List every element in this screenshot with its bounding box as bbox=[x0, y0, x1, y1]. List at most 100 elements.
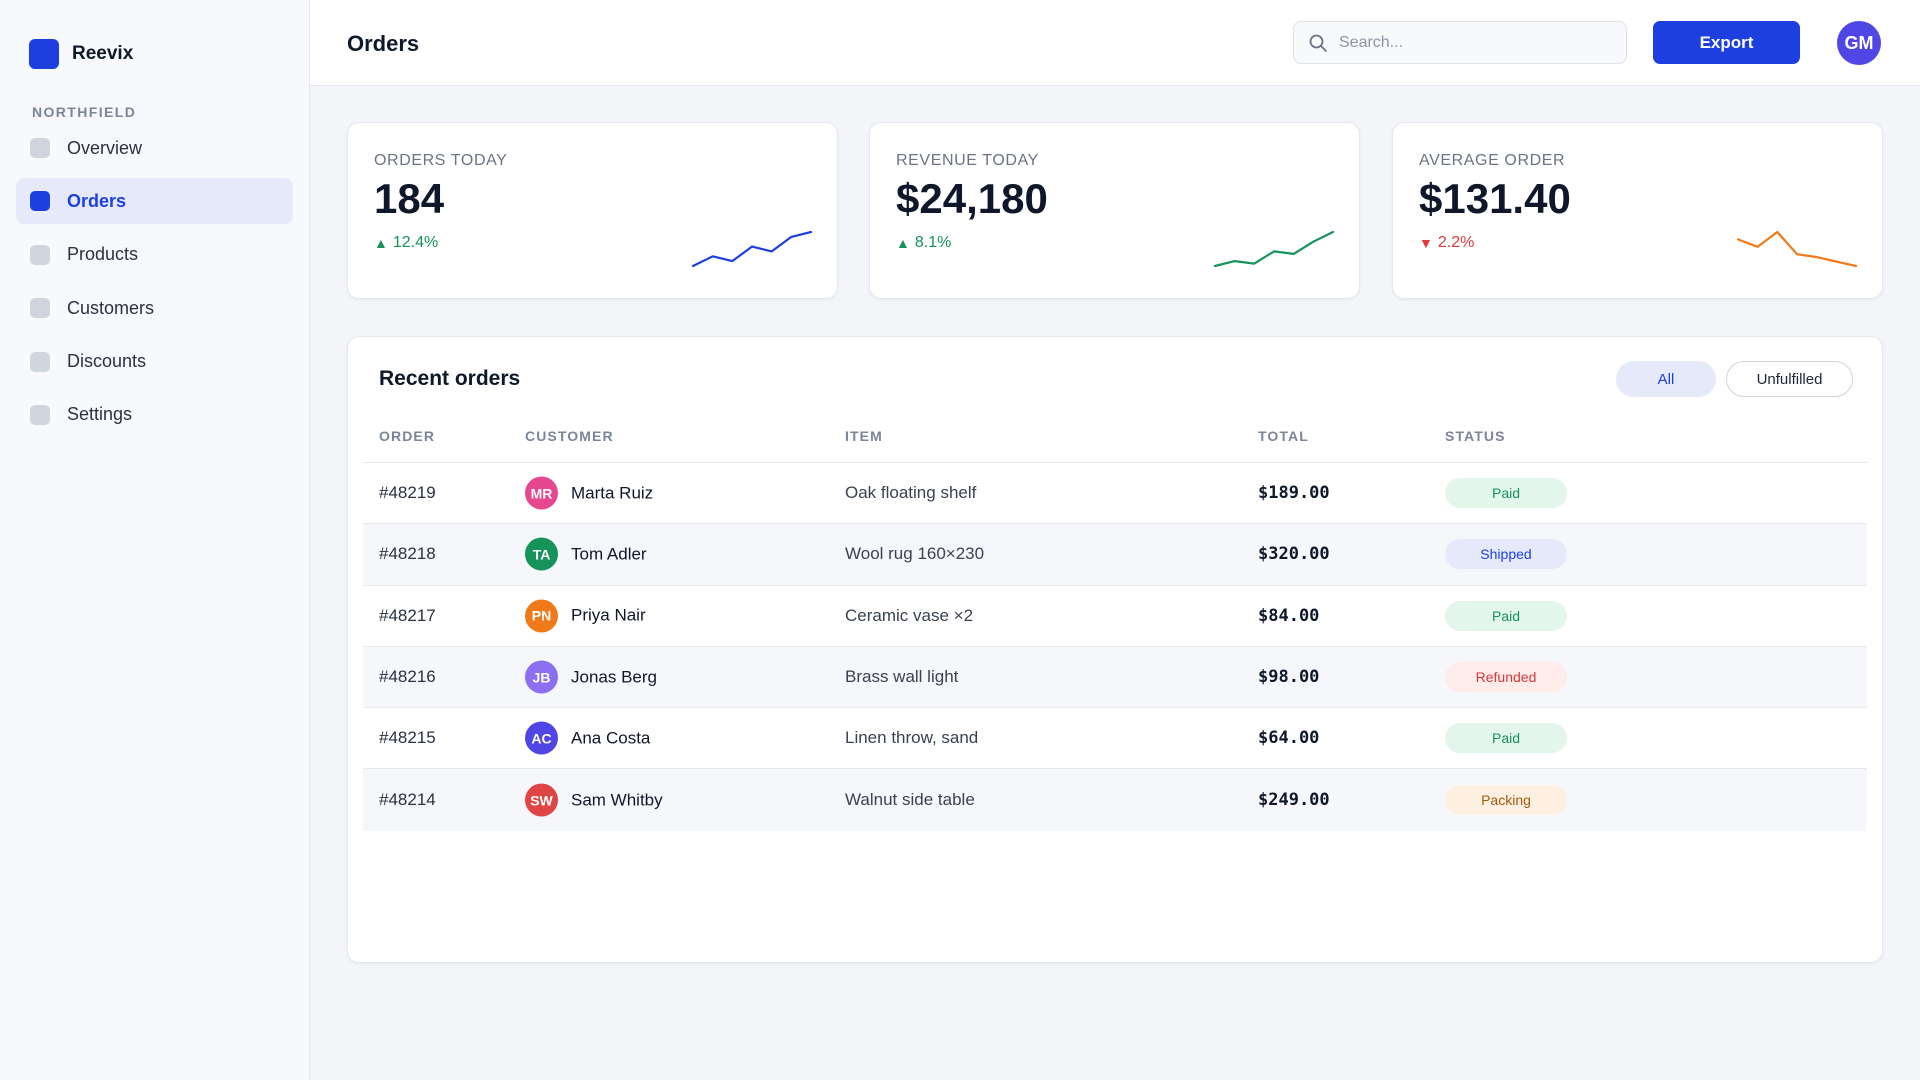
trend-up-icon: ▲ bbox=[896, 235, 910, 251]
filter-unfulfilled-button[interactable]: Unfulfilled bbox=[1726, 361, 1853, 397]
status-cell: Paid bbox=[1445, 478, 1567, 509]
stat-label: REVENUE TODAY bbox=[896, 152, 1039, 169]
sparkline bbox=[1213, 230, 1335, 268]
order-total: $64.00 bbox=[1258, 728, 1320, 749]
item-name: Wool rug 160×230 bbox=[845, 544, 985, 564]
order-total: $320.00 bbox=[1258, 544, 1330, 565]
user-avatar[interactable]: GM bbox=[1837, 21, 1881, 65]
customer-name: Ana Costa bbox=[571, 728, 651, 748]
orders-icon bbox=[30, 191, 50, 212]
recent-orders-panel: Recent orders All Unfulfilled ORDER CUST… bbox=[347, 336, 1883, 963]
status-badge: Paid bbox=[1445, 478, 1567, 509]
stat-value: $131.40 bbox=[1419, 175, 1571, 222]
panel-title: Recent orders bbox=[379, 367, 521, 390]
table-row[interactable]: #48214 SW Sam Whitby Walnut side table $… bbox=[363, 769, 1867, 831]
export-button[interactable]: Export bbox=[1653, 21, 1800, 64]
status-badge: Refunded bbox=[1445, 662, 1567, 693]
order-id: #48219 bbox=[379, 483, 436, 503]
sidebar-item-label: Settings bbox=[67, 404, 133, 425]
item-name: Linen throw, sand bbox=[845, 728, 979, 748]
sidebar-item-orders[interactable]: Orders bbox=[16, 178, 293, 225]
order-total: $189.00 bbox=[1258, 483, 1330, 504]
status-badge: Shipped bbox=[1445, 539, 1567, 570]
sidebar-item-label: Overview bbox=[67, 137, 143, 158]
sidebar-item-overview[interactable]: Overview bbox=[16, 125, 293, 171]
status-badge: Paid bbox=[1445, 723, 1567, 754]
customer-name: Jonas Berg bbox=[571, 667, 657, 687]
table-row[interactable]: #48217 PN Priya Nair Ceramic vase ×2 $84… bbox=[363, 586, 1867, 647]
sidebar-nav: Overview Orders Products Customers Disco… bbox=[16, 125, 293, 445]
stat-value: 184 bbox=[374, 175, 445, 222]
status-cell: Shipped bbox=[1445, 539, 1567, 570]
column-header-customer[interactable]: CUSTOMER bbox=[525, 428, 614, 444]
sparkline bbox=[1736, 230, 1858, 268]
stat-delta-value: 2.2% bbox=[1437, 234, 1475, 251]
stat-delta: ▲ 12.4% bbox=[374, 234, 438, 252]
table-row[interactable]: #48216 JB Jonas Berg Brass wall light $9… bbox=[363, 646, 1867, 709]
item-name: Oak floating shelf bbox=[845, 483, 977, 503]
stat-value: $24,180 bbox=[896, 175, 1048, 222]
sidebar-item-customers[interactable]: Customers bbox=[16, 285, 293, 331]
stat-label: ORDERS TODAY bbox=[374, 152, 508, 169]
table-row[interactable]: #48219 MR Marta Ruiz Oak floating shelf … bbox=[363, 463, 1867, 525]
customer-cell: JB Jonas Berg bbox=[525, 660, 657, 694]
status-cell: Packing bbox=[1445, 785, 1567, 816]
item-name: Walnut side table bbox=[845, 790, 975, 810]
customer-name: Priya Nair bbox=[571, 605, 646, 625]
column-header-total[interactable]: TOTAL bbox=[1258, 428, 1309, 444]
status-badge: Packing bbox=[1445, 785, 1567, 816]
stat-delta-value: 8.1% bbox=[914, 234, 952, 251]
stat-card-revenue-today: REVENUE TODAY $24,180 ▲ 8.1% bbox=[869, 122, 1360, 299]
sidebar-item-settings[interactable]: Settings bbox=[16, 392, 293, 438]
orders-table-body: #48219 MR Marta Ruiz Oak floating shelf … bbox=[363, 463, 1867, 831]
order-id: #48214 bbox=[379, 790, 436, 810]
search-box[interactable] bbox=[1293, 21, 1627, 64]
order-id: #48217 bbox=[379, 605, 436, 625]
table-header: ORDER CUSTOMER ITEM TOTAL STATUS bbox=[363, 409, 1867, 463]
item-name: Ceramic vase ×2 bbox=[845, 605, 974, 625]
customer-avatar: TA bbox=[525, 537, 558, 571]
overview-icon bbox=[30, 138, 50, 158]
customer-avatar: MR bbox=[525, 476, 558, 510]
brand-name: Reevix bbox=[72, 43, 134, 64]
order-total: $84.00 bbox=[1258, 605, 1320, 626]
discounts-icon bbox=[30, 351, 50, 372]
products-icon bbox=[30, 244, 50, 265]
page-title: Orders bbox=[347, 31, 420, 56]
customer-cell: PN Priya Nair bbox=[525, 599, 646, 633]
sidebar-item-label: Discounts bbox=[67, 351, 147, 372]
customer-avatar: PN bbox=[525, 599, 558, 633]
column-header-item[interactable]: ITEM bbox=[845, 428, 883, 444]
sparkline bbox=[691, 230, 813, 268]
column-header-status[interactable]: STATUS bbox=[1445, 428, 1506, 444]
status-cell: Paid bbox=[1445, 723, 1567, 754]
customer-name: Marta Ruiz bbox=[571, 483, 654, 503]
sidebar-item-label: Customers bbox=[67, 297, 155, 318]
filter-all-button[interactable]: All bbox=[1616, 361, 1716, 397]
trend-down-icon: ▼ bbox=[1419, 235, 1433, 251]
stat-delta-value: 12.4% bbox=[392, 234, 439, 251]
customers-icon bbox=[30, 298, 50, 319]
customer-cell: SW Sam Whitby bbox=[525, 783, 663, 817]
settings-icon bbox=[30, 404, 50, 425]
status-badge: Paid bbox=[1445, 600, 1567, 631]
customer-avatar: JB bbox=[525, 660, 558, 694]
brand-logo-icon bbox=[29, 39, 59, 69]
table-row[interactable]: #48215 AC Ana Costa Linen throw, sand $6… bbox=[363, 708, 1867, 770]
stat-delta: ▼ 2.2% bbox=[1419, 234, 1474, 252]
sidebar-item-label: Products bbox=[67, 244, 139, 265]
table-row[interactable]: #48218 TA Tom Adler Wool rug 160×230 $32… bbox=[363, 524, 1867, 586]
sidebar-item-label: Orders bbox=[67, 190, 127, 211]
customer-cell: TA Tom Adler bbox=[525, 537, 647, 571]
customer-avatar: SW bbox=[525, 783, 558, 817]
search-icon bbox=[1309, 34, 1327, 52]
status-cell: Paid bbox=[1445, 600, 1567, 631]
column-header-order[interactable]: ORDER bbox=[379, 428, 436, 444]
order-id: #48216 bbox=[379, 667, 436, 687]
sidebar-item-products[interactable]: Products bbox=[16, 232, 293, 278]
customer-cell: MR Marta Ruiz bbox=[525, 476, 654, 510]
sidebar-item-discounts[interactable]: Discounts bbox=[16, 339, 293, 385]
brand[interactable]: Reevix bbox=[29, 39, 133, 69]
search-input[interactable] bbox=[1339, 33, 1609, 52]
order-id: #48215 bbox=[379, 728, 436, 748]
